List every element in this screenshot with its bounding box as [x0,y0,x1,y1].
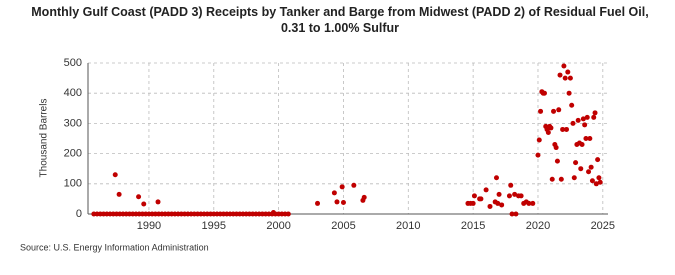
y-axis-label: Thousand Barrels [39,99,50,178]
y-tick-label: 100 [64,178,82,190]
point [530,200,536,206]
point [591,114,597,120]
point [155,199,161,205]
point [567,75,573,81]
point [513,211,519,217]
point [575,117,581,123]
chart-title: Monthly Gulf Coast (PADD 3) Receipts by … [31,5,649,35]
y-tick-label: 400 [64,87,82,99]
source: Source: U.S. Energy Information Administ… [20,242,209,252]
point [331,190,337,196]
point [578,166,584,172]
point [582,122,588,128]
point [361,194,367,200]
point [580,116,586,122]
point [592,110,598,116]
point [536,137,542,143]
point [526,200,532,206]
point [586,169,592,175]
point [493,175,499,181]
point [270,209,276,215]
point [340,200,346,206]
point [487,203,493,209]
point [571,175,577,181]
point [566,90,572,96]
y-tick-label: 500 [64,57,82,69]
x-tick-label: 2020 [526,220,550,232]
point [471,193,477,199]
x-tick-label: 1990 [137,220,161,232]
point [496,191,502,197]
point [596,175,602,181]
point [589,178,595,184]
point [551,108,557,114]
point [569,102,575,108]
point [588,164,594,170]
x-tick-label: 2005 [331,220,355,232]
point [351,182,357,188]
point [518,193,524,199]
point [112,172,118,178]
point [116,191,122,197]
point [478,196,484,202]
point [512,191,518,197]
point [584,114,590,120]
point [597,179,603,185]
x-tick-label: 2000 [266,220,290,232]
point [548,125,554,131]
x-tick-label: 2015 [461,220,485,232]
point [315,200,321,206]
point [334,199,340,205]
y-tick-label: 0 [76,208,82,220]
point [141,201,147,207]
point [508,182,514,188]
point [560,126,566,132]
point [535,152,541,158]
point [470,200,476,206]
point [554,158,560,164]
point [583,136,589,141]
point [499,202,505,208]
x-tick-label: 2010 [396,220,420,232]
point [541,90,547,96]
point [538,108,544,114]
point [562,75,568,81]
point [483,187,489,193]
point [561,63,567,69]
point [509,211,515,217]
point [553,145,559,151]
point [570,120,576,126]
point [557,72,563,78]
point [558,176,564,182]
point [545,129,551,135]
y-tick-label: 300 [64,117,82,129]
point [564,126,570,132]
point [573,160,579,166]
point [136,194,142,200]
x-tick-label: 2025 [591,220,615,232]
point [549,176,555,182]
point [285,211,291,217]
point [339,184,345,190]
point [495,200,501,206]
point [556,107,562,113]
x-tick-label: 1995 [202,220,226,232]
point [506,193,512,199]
point [595,157,601,163]
point [579,142,585,148]
point [593,181,599,187]
point [565,69,571,75]
y-tick-label: 200 [64,148,82,160]
point [587,136,593,141]
